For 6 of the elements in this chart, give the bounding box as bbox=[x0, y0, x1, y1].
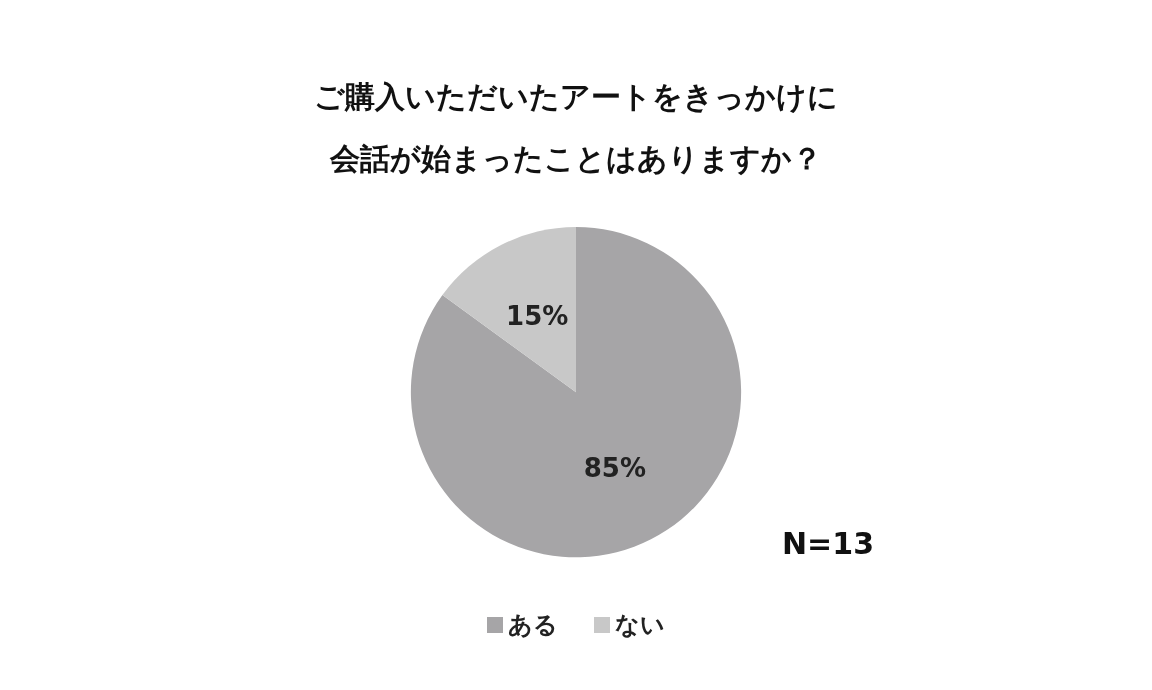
legend-label: ない bbox=[615, 611, 665, 639]
text: N=13 bbox=[782, 525, 875, 561]
data-label: 15% bbox=[506, 300, 569, 331]
data-label: 85% bbox=[583, 453, 646, 484]
legend-label: ある bbox=[508, 611, 558, 639]
chart-title: ご購入いただいたアートをきっかけに会話が始まったことはありますか？ bbox=[314, 78, 838, 176]
